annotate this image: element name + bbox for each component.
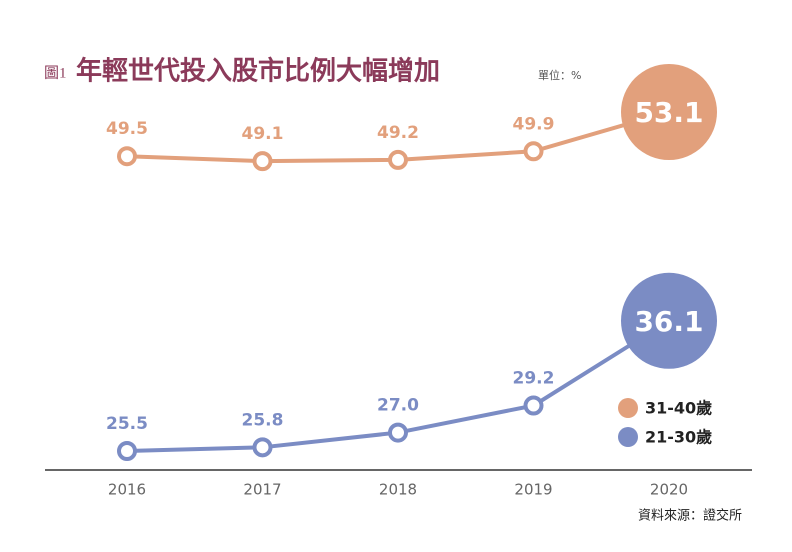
title-prefix: 圖1: [44, 64, 67, 81]
point-marker: [117, 441, 137, 461]
data-label: 49.1: [242, 124, 284, 144]
chart-title: 年輕世代投入股市比例大幅增加: [76, 56, 440, 87]
legend-swatch: [618, 398, 638, 418]
source: 資料來源：證交所: [638, 508, 742, 524]
x-tick-label: 2017: [243, 481, 281, 499]
x-tick-label: 2019: [514, 481, 552, 499]
point-marker: [117, 146, 137, 167]
data-label: 49.5: [106, 119, 148, 139]
point-marker: [388, 422, 408, 443]
point-marker: [523, 395, 544, 416]
point-marker: [252, 151, 273, 172]
data-label: 53.1: [634, 96, 703, 129]
data-label: 49.2: [377, 123, 419, 143]
point-marker: [252, 437, 273, 458]
data-label: 29.2: [513, 369, 555, 389]
data-label: 25.5: [106, 414, 148, 434]
x-tick-label: 2020: [650, 481, 688, 499]
data-label: 25.8: [242, 410, 284, 430]
legend-label: 31-40歲: [645, 399, 712, 418]
data-label: 27.0: [377, 396, 419, 416]
data-label: 36.1: [634, 305, 703, 338]
legend-swatch: [618, 427, 638, 447]
bubble-marker: [621, 272, 717, 369]
point-marker: [388, 149, 408, 170]
legend-label: 21-30歲: [645, 428, 712, 447]
bubble-marker: [621, 64, 717, 160]
point-marker: [523, 141, 544, 162]
unit: 單位：%: [538, 68, 581, 82]
data-label: 49.9: [513, 114, 555, 134]
x-tick-label: 2018: [379, 481, 417, 499]
x-tick-label: 2016: [108, 481, 146, 499]
